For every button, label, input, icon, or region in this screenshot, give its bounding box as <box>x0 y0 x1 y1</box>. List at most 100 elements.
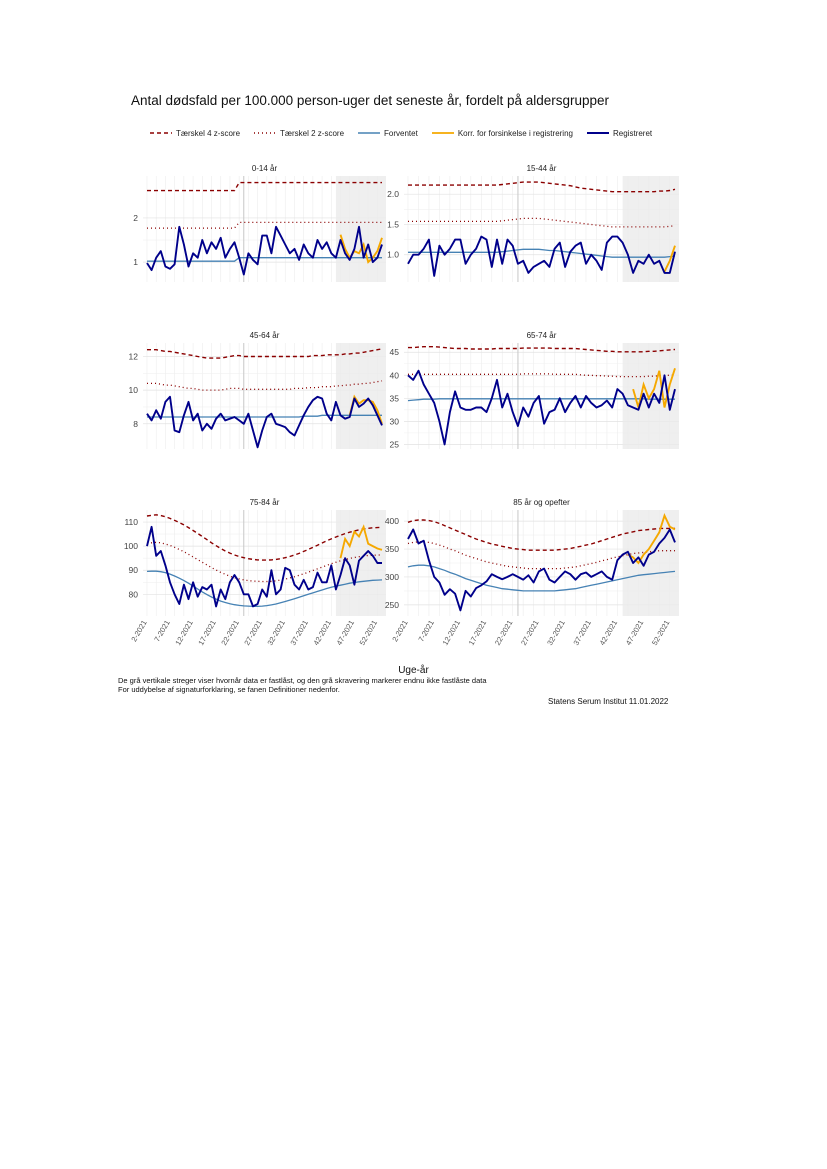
unlocked-data-shading <box>335 343 386 449</box>
legend-label: Registreret <box>612 128 653 138</box>
y-tick-label: 1 <box>133 257 138 267</box>
legend-label: Korr. for forsinkelse i registrering <box>457 128 573 138</box>
unlocked-data-shading <box>335 176 386 282</box>
facet-panel: 45-64 år 8 10 12 <box>129 331 386 449</box>
x-tick-label: 27-2021 <box>242 619 264 647</box>
source-credit: Statens Serum Institut 11.01.2022 <box>548 697 669 706</box>
y-tick-label: 100 <box>124 541 138 551</box>
facet-panel: 15-44 år 1.0 1.5 2.0 <box>387 164 679 282</box>
corrected-line <box>663 245 676 273</box>
y-tick-label: 8 <box>133 419 138 429</box>
y-tick-label: 45 <box>390 347 400 357</box>
legend-swatch-solid-navy <box>586 132 609 134</box>
unlocked-data-shading <box>622 176 679 282</box>
registered-line <box>407 369 676 446</box>
y-tick-label: 80 <box>129 589 139 599</box>
facet-panel: 0-14 år 1 2 <box>133 164 386 282</box>
x-tick-label: 42-2021 <box>598 619 620 647</box>
y-tick-label: 1.0 <box>387 250 399 260</box>
footnote: De grå vertikale streger viser hvornår d… <box>118 676 487 694</box>
x-tick-label: 12-2021 <box>441 619 463 647</box>
legend-label: Tærskel 2 z-score <box>280 128 345 138</box>
footnote-line: For uddybelse af signaturforklaring, se … <box>118 684 340 694</box>
y-tick-label: 40 <box>390 370 400 380</box>
corrected-line <box>339 234 383 264</box>
x-tick-label: 22-2021 <box>493 619 515 647</box>
x-tick-label: 17-2021 <box>196 619 218 647</box>
x-tick-label: 52-2021 <box>358 619 380 647</box>
x-tick-label: 22-2021 <box>219 619 241 647</box>
legend-swatch-dashed <box>150 132 172 134</box>
y-tick-label: 250 <box>385 600 399 610</box>
threshold-2-zscore-line <box>408 217 676 228</box>
threshold-4-zscore-line <box>147 181 382 192</box>
x-tick-label: 7-2021 <box>152 619 171 644</box>
registered-line <box>407 528 676 612</box>
chart-title: Antal dødsfald per 100.000 person-uger d… <box>131 93 610 108</box>
unlocked-data-shading <box>622 510 679 616</box>
registered-line <box>407 235 676 277</box>
expected-line <box>147 414 382 418</box>
x-tick-label: 27-2021 <box>519 619 541 647</box>
y-tick-label: 30 <box>390 416 400 426</box>
y-tick-label: 90 <box>129 565 139 575</box>
facet-panel: 65-74 år 25 30 35 40 45 <box>390 331 679 449</box>
panel-title: 45-64 år <box>250 331 280 340</box>
y-tick-label: 2 <box>133 213 138 223</box>
legend-swatch-solid-blue <box>358 132 381 134</box>
x-tick-label: 47-2021 <box>624 619 646 647</box>
legend-item-threshold2: Tærskel 2 z-score <box>254 129 344 138</box>
legend-label: Forventet <box>384 128 418 138</box>
x-tick-label: 42-2021 <box>311 619 333 647</box>
threshold-2-zscore-line <box>147 380 383 391</box>
y-tick-label: 12 <box>129 351 139 361</box>
legend-swatch-solid-orange <box>431 132 454 134</box>
x-tick-label: 32-2021 <box>265 619 287 647</box>
figure: Antal dødsfald per 100.000 person-uger d… <box>118 93 679 706</box>
registered-line <box>146 395 383 449</box>
panel-title: 85 år og opefter <box>513 498 570 507</box>
y-tick-label: 2.0 <box>387 189 399 199</box>
x-tick-label: 17-2021 <box>467 619 489 647</box>
panel-title: 65-74 år <box>527 331 557 340</box>
panel-title: 75-84 år <box>250 498 280 507</box>
x-axis-label: Uge-år <box>398 665 429 676</box>
footnote-line: De grå vertikale streger viser hvornår d… <box>118 676 487 685</box>
x-tick-label: 12-2021 <box>173 619 195 647</box>
y-tick-label: 400 <box>385 516 399 526</box>
threshold-4-zscore-line <box>408 346 676 353</box>
x-tick-label: 2-2021 <box>390 619 409 644</box>
corrected-line <box>339 524 383 559</box>
x-tick-label: 37-2021 <box>288 619 310 647</box>
legend-item-threshold4: Tærskel 4 z-score <box>150 129 240 138</box>
y-tick-label: 35 <box>390 393 400 403</box>
facet-panel: 85 år og opefter 250 300 350 400 2-2021 7-2021… <box>385 498 679 647</box>
threshold-2-zscore-line <box>408 373 676 378</box>
panel-title: 15-44 år <box>527 164 557 173</box>
legend-label: Tærskel 4 z-score <box>176 128 241 138</box>
x-tick-label: 2-2021 <box>129 619 148 644</box>
x-tick-label: 47-2021 <box>335 619 357 647</box>
threshold-4-zscore-line <box>146 514 383 561</box>
y-tick-label: 10 <box>129 385 139 395</box>
y-tick-label: 1.5 <box>387 219 399 229</box>
expected-line <box>146 570 383 608</box>
legend: Tærskel 4 z-score Tærskel 2 z-score Forv… <box>150 125 666 141</box>
x-tick-label: 52-2021 <box>650 619 672 647</box>
legend-item-registered: Registreret <box>586 128 653 138</box>
x-tick-label: 37-2021 <box>571 619 593 647</box>
x-tick-label: 32-2021 <box>545 619 567 647</box>
threshold-2-zscore-line <box>147 221 382 229</box>
y-tick-label: 350 <box>385 544 399 554</box>
x-tick-label: 7-2021 <box>416 619 435 644</box>
expected-line <box>408 248 676 258</box>
expected-line <box>147 257 382 262</box>
registered-line <box>146 525 382 608</box>
threshold-4-zscore-line <box>408 181 676 193</box>
y-tick-label: 110 <box>124 517 138 527</box>
registered-line <box>146 225 383 276</box>
legend-item-expected: Forventet <box>358 129 418 138</box>
threshold-2-zscore-line <box>407 541 675 570</box>
expected-line <box>407 564 676 592</box>
